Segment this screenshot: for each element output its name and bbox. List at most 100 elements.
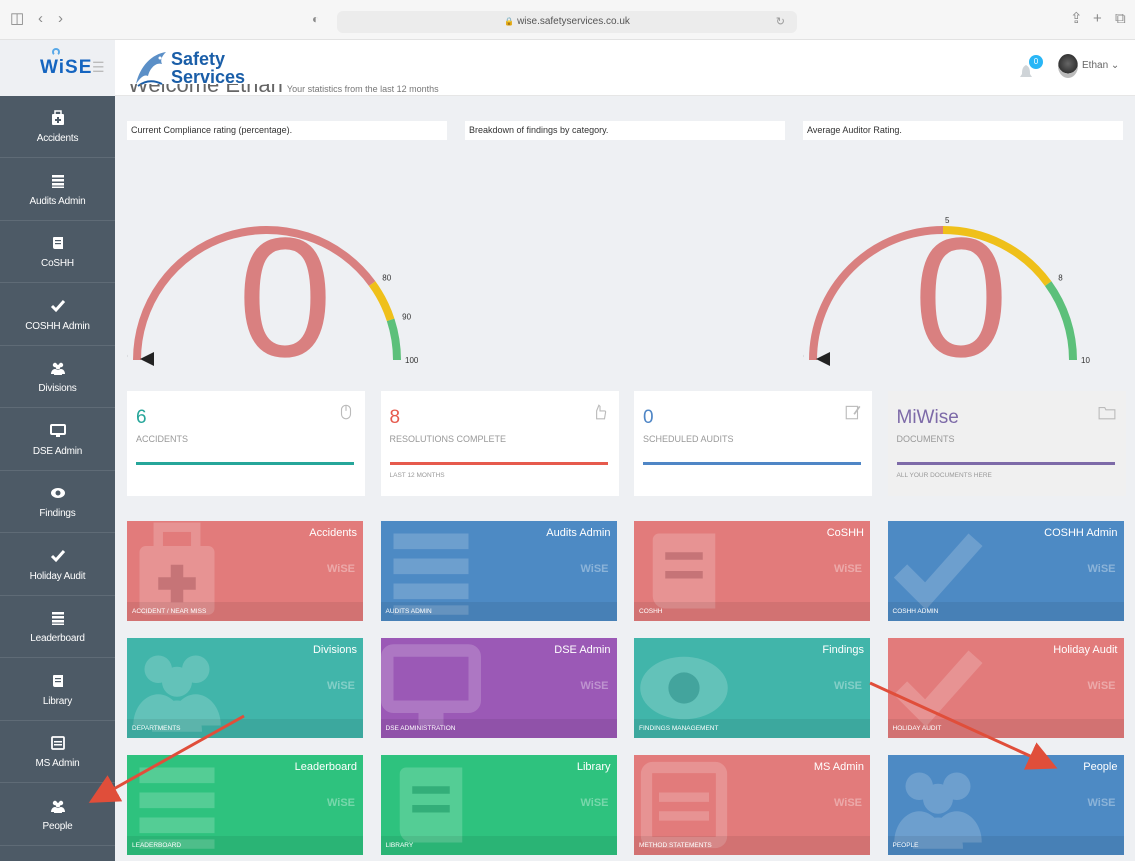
users-icon — [893, 772, 982, 849]
stat-card-scheduled-audits[interactable]: 0 SCHEDULED AUDITS — [634, 391, 872, 496]
sidebar-item-label: DSE Admin — [32, 445, 83, 457]
tile-watermark: WiSE — [580, 563, 609, 575]
stat-value: 8 — [389, 407, 401, 428]
stat-sub: ALL YOUR DOCUMENTS HERE — [896, 472, 992, 479]
stat-sub: LAST 12 MONTHS — [389, 472, 445, 479]
url-text: wise.safetyservices.co.uk — [517, 16, 630, 27]
stat-card-resolutions-complete[interactable]: 8 RESOLUTIONS COMPLETE LAST 12 MONTHS — [380, 391, 619, 496]
list-icon — [393, 533, 468, 615]
auditor-band-0 — [809, 226, 944, 361]
address-bar[interactable]: 🔒 wise.safetyservices.co.uk ↻ — [337, 11, 797, 33]
tile-footer: LEADERBOARD — [127, 836, 363, 855]
back-icon[interactable]: ‹ — [38, 10, 43, 27]
sidebar-item-library[interactable]: Library — [0, 659, 115, 721]
tile-title: Audits Admin — [546, 527, 611, 539]
tile-audits-admin[interactable]: Audits Admin WiSE AUDITS ADMIN — [380, 521, 617, 621]
notification-count-badge: 0 — [1029, 55, 1043, 69]
brand-area: WiSE ☰ — [0, 40, 115, 96]
users-icon — [50, 362, 65, 375]
tile-title: MS Admin — [813, 761, 864, 773]
tile-accidents[interactable]: Accidents WiSE ACCIDENT / NEAR MISS — [127, 521, 363, 621]
compliance-band-1 — [368, 281, 395, 322]
forward-icon[interactable]: › — [58, 10, 63, 27]
stat-value: MiWise — [896, 407, 959, 428]
check-icon — [893, 533, 983, 610]
compliance-band-2 — [386, 318, 401, 361]
stat-value: 6 — [136, 407, 147, 428]
check-icon — [50, 549, 65, 562]
auditor-value: 0 — [914, 203, 1009, 380]
tile-footer: PEOPLE — [887, 836, 1124, 855]
sidebar-item-audits-admin[interactable]: Audits Admin — [0, 159, 115, 221]
stat-card-documents[interactable]: MiWise DOCUMENTS ALL YOUR DOCUMENTS HERE — [887, 391, 1126, 496]
tile-footer: DEPARTMENTS — [127, 719, 363, 738]
tile-holiday-audit[interactable]: Holiday Audit WiSE HOLIDAY AUDIT — [887, 638, 1124, 738]
tile-library[interactable]: Library WiSE LIBRARY — [380, 755, 617, 855]
sidebar-item-divisions[interactable]: Divisions — [0, 346, 115, 408]
tile-watermark: WiSE — [1087, 680, 1116, 692]
tile-divisions[interactable]: Divisions WiSE DEPARTMENTS — [127, 638, 363, 738]
new-tab-icon[interactable]: + — [1093, 10, 1102, 27]
wise-logo[interactable]: WiSE — [40, 48, 92, 79]
stat-value: 0 — [643, 407, 654, 428]
share-icon[interactable]: ⇪ — [1070, 10, 1083, 27]
sidebar-item-people[interactable]: People — [0, 784, 115, 846]
reload-icon[interactable]: ↻ — [775, 16, 785, 28]
tile-coshh-admin[interactable]: COSHH Admin WiSE COSHH ADMIN — [887, 521, 1124, 621]
sidebar-item-accidents[interactable]: Accidents — [0, 96, 115, 158]
tile-watermark: WiSE — [326, 563, 355, 575]
sidebar-item-label: COSHH Admin — [25, 320, 90, 332]
welcome-subtitle: Your statistics from the last 12 months — [286, 84, 439, 94]
menu-toggle-icon[interactable]: ☰ — [92, 59, 105, 75]
tile-footer: COSHH ADMIN — [887, 602, 1124, 621]
list-icon — [51, 612, 64, 625]
tile-people[interactable]: People WiSE PEOPLE — [887, 755, 1124, 855]
auditor-panel-title: Average Auditor Rating. — [803, 121, 1123, 140]
sidebar-item-label: Audits Admin — [29, 195, 86, 207]
tile-ms-admin[interactable]: MS Admin WiSE METHOD STATEMENTS — [634, 755, 870, 855]
stat-label: RESOLUTIONS COMPLETE — [389, 434, 507, 444]
eye-icon — [640, 656, 728, 720]
user-menu[interactable]: Ethan ⌄ — [1082, 60, 1119, 71]
compliance-tick-0: 80 — [382, 274, 391, 283]
tile-title: Library — [576, 761, 611, 773]
shield-icon[interactable]: ◐ — [312, 12, 320, 26]
calendar-icon — [640, 761, 728, 849]
stat-label: DOCUMENTS — [896, 434, 955, 444]
check-icon — [50, 299, 65, 312]
sidebar-item-holiday-audit[interactable]: Holiday Audit — [0, 534, 115, 596]
sidebar-item-dse-admin[interactable]: DSE Admin — [0, 409, 115, 471]
tile-findings[interactable]: Findings WiSE FINDINGS MANAGEMENT — [634, 638, 870, 738]
tile-coshh[interactable]: CoSHH WiSE COSHH — [634, 521, 870, 621]
sidebar-item-leaderboard[interactable]: Leaderboard — [0, 596, 115, 658]
sidebar-item-ms-admin[interactable]: MS Admin — [0, 721, 115, 783]
notifications-button[interactable]: 0 — [1017, 52, 1047, 80]
auditor-tick-0: 5 — [945, 216, 950, 225]
sidebar-item-label: Accidents — [36, 133, 79, 144]
tile-footer: DSE ADMINISTRATION — [380, 719, 617, 738]
breakdown-panel-title: Breakdown of findings by category. — [465, 121, 785, 140]
sidebar-item-findings[interactable]: Findings — [0, 471, 115, 533]
auditor-tick-1: 8 — [1058, 274, 1063, 283]
auditor-band-2 — [1044, 281, 1077, 361]
sidebar-item-coshh-admin[interactable]: COSHH Admin — [0, 284, 115, 346]
tile-watermark: WiSE — [1087, 563, 1116, 575]
tile-title: COSHH Admin — [1044, 527, 1118, 539]
safety-services-logo[interactable] — [132, 46, 248, 92]
tile-leaderboard[interactable]: Leaderboard WiSE LEADERBOARD — [127, 755, 363, 855]
monitor-icon — [49, 423, 66, 437]
first-aid-icon — [139, 522, 215, 615]
list-icon — [51, 174, 64, 188]
compliance-tick-1: 90 — [402, 313, 411, 322]
lock-icon: 🔒 — [504, 17, 515, 26]
edit-icon — [845, 405, 861, 420]
tile-footer: COSHH — [634, 602, 870, 621]
stat-card-accidents[interactable]: 6 ACCIDENTS — [127, 391, 365, 496]
stat-bar — [896, 462, 1115, 465]
tabs-icon[interactable]: ⧉ — [1115, 10, 1126, 27]
tile-dse-admin[interactable]: DSE Admin WiSE DSE ADMINISTRATION — [380, 638, 617, 738]
sidebar-item-coshh[interactable]: CoSHH — [0, 221, 115, 283]
tile-watermark: WiSE — [580, 680, 609, 692]
sidebar-toggle-icon[interactable]: ◫ — [10, 10, 25, 27]
avatar[interactable] — [1058, 54, 1078, 78]
